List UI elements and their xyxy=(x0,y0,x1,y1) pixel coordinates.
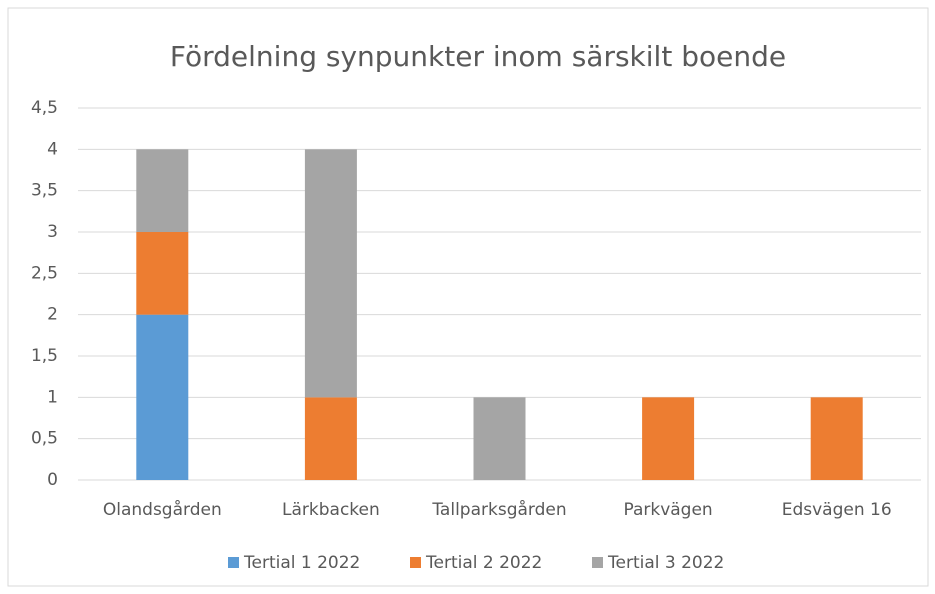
y-tick-label: 0 xyxy=(47,470,58,490)
chart-title: Fördelning synpunkter inom särskilt boen… xyxy=(170,40,786,73)
x-tick-label: Lärkbacken xyxy=(282,500,380,520)
bar-segment xyxy=(473,397,526,480)
y-tick-label: 1,5 xyxy=(31,346,58,366)
y-tick-label: 4,5 xyxy=(31,98,58,118)
x-tick-label: Edsvägen 16 xyxy=(782,500,892,520)
legend-label: Tertial 1 2022 xyxy=(243,553,360,573)
y-tick-label: 4 xyxy=(47,139,58,159)
bar-segment xyxy=(810,397,863,480)
y-tick-label: 3,5 xyxy=(31,181,58,201)
legend-label: Tertial 2 2022 xyxy=(425,553,542,573)
y-tick-label: 2 xyxy=(47,305,58,325)
bar-segment xyxy=(304,149,357,398)
bar-segment xyxy=(136,314,189,480)
bar-segment xyxy=(642,397,695,480)
y-tick-label: 2,5 xyxy=(31,263,58,283)
y-tick-label: 3 xyxy=(47,222,58,242)
bar-segment xyxy=(136,232,189,315)
legend-swatch xyxy=(410,557,421,568)
legend-swatch xyxy=(592,557,603,568)
x-tick-label: Tallparksgården xyxy=(431,499,566,520)
bar-segment xyxy=(136,149,189,232)
y-tick-label: 0,5 xyxy=(31,429,58,449)
legend-label: Tertial 3 2022 xyxy=(607,553,724,573)
y-tick-label: 1 xyxy=(47,387,58,407)
x-tick-label: Parkvägen xyxy=(623,500,712,520)
x-tick-label: Olandsgården xyxy=(103,499,222,520)
bar-segment xyxy=(304,397,357,480)
legend-swatch xyxy=(228,557,239,568)
